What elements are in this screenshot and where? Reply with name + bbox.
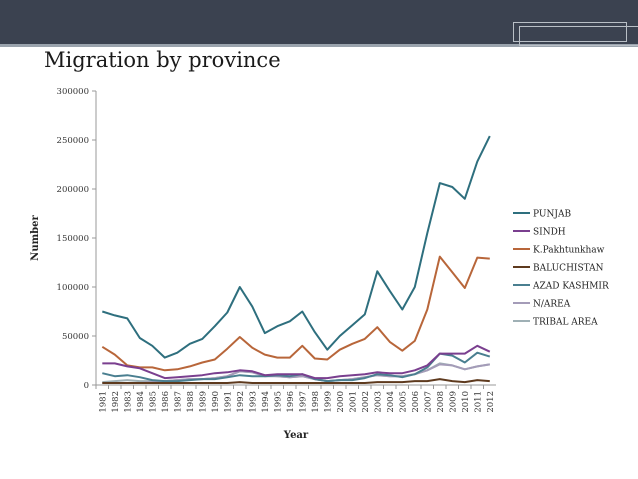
y-tick-label: 300000 xyxy=(57,87,89,97)
x-tick-label: 1989 xyxy=(198,391,208,413)
y-tick-label: 200000 xyxy=(57,185,89,195)
x-tick-label: 1996 xyxy=(286,391,296,413)
chart-axes: 0 50000 100000 150000 200000 250000 300000 1981… xyxy=(57,87,496,413)
x-tick-label: 1995 xyxy=(273,391,283,413)
x-tick-label: 1987 xyxy=(173,391,183,413)
x-tick-label: 2006 xyxy=(411,391,421,413)
x-axis-title: Year xyxy=(283,430,309,441)
x-tick-label: 1984 xyxy=(136,391,146,413)
series-line-tribal-area xyxy=(102,362,490,384)
x-tick-label: 2012 xyxy=(486,391,496,413)
x-tick-label: 1985 xyxy=(148,391,158,413)
x-tick-label: 1986 xyxy=(161,391,171,413)
x-tick-label: 2000 xyxy=(336,391,346,413)
y-tick-label: 50000 xyxy=(62,332,89,342)
x-tick-label: 2008 xyxy=(436,391,446,413)
legend-label: N/AREA xyxy=(533,300,571,310)
chart-legend: PUNJAB SINDH K.Pakhtunkhaw BALUCHISTAN AZAD … xyxy=(513,210,609,328)
y-tick-label: 100000 xyxy=(57,283,89,293)
x-tick-label: 2005 xyxy=(398,391,408,413)
x-tick-label: 1990 xyxy=(211,391,221,413)
legend-label: K.Pakhtunkhaw xyxy=(533,246,605,256)
series-line-k-pakhtunkhaw xyxy=(101,255,490,372)
legend-label: PUNJAB xyxy=(533,210,571,220)
x-tick-label: 1999 xyxy=(323,391,333,413)
x-tick-label: 1988 xyxy=(186,391,196,413)
x-tick-label: 1994 xyxy=(261,391,271,413)
legend-label: TRIBAL AREA xyxy=(533,318,598,328)
x-tick-label: 1991 xyxy=(223,391,233,413)
series-line-sindh xyxy=(102,344,491,380)
x-tick-label: 2001 xyxy=(348,391,358,413)
x-tick-label: 1983 xyxy=(123,391,133,413)
x-tick-label: 2003 xyxy=(373,391,383,413)
x-tick-label: 2010 xyxy=(461,391,471,413)
y-tick-label: 250000 xyxy=(57,136,89,146)
legend-label: BALUCHISTAN xyxy=(533,264,604,274)
x-tick-label: 1992 xyxy=(236,391,246,413)
x-tick-label: 2011 xyxy=(473,391,483,413)
x-tick-label: 2007 xyxy=(423,391,433,413)
x-tick-label: 2009 xyxy=(448,391,458,413)
series-line-baluchistan xyxy=(102,378,490,384)
x-tick-label: 2002 xyxy=(361,391,371,413)
x-tick-label: 2004 xyxy=(386,391,396,413)
legend-label: SINDH xyxy=(533,228,566,238)
legend-label: AZAD KASHMIR xyxy=(532,282,609,292)
x-tick-label: 1993 xyxy=(248,391,258,413)
corner-frame-decoration xyxy=(513,22,627,42)
corner-frame-decoration-offset xyxy=(519,26,638,46)
header-accent-line xyxy=(0,44,638,47)
y-tick-label: 150000 xyxy=(57,234,89,244)
chart-series-lines xyxy=(101,135,491,384)
y-axis-title: Number xyxy=(30,214,41,260)
slide-title: Migration by province xyxy=(44,48,281,72)
x-tick-label: 1998 xyxy=(311,391,321,413)
x-tick-label: 1997 xyxy=(298,391,308,413)
series-line-punjab xyxy=(102,135,491,359)
x-tick-label: 1982 xyxy=(111,391,121,413)
x-tick-label: 1981 xyxy=(98,391,108,413)
y-tick-label: 0 xyxy=(84,381,89,391)
